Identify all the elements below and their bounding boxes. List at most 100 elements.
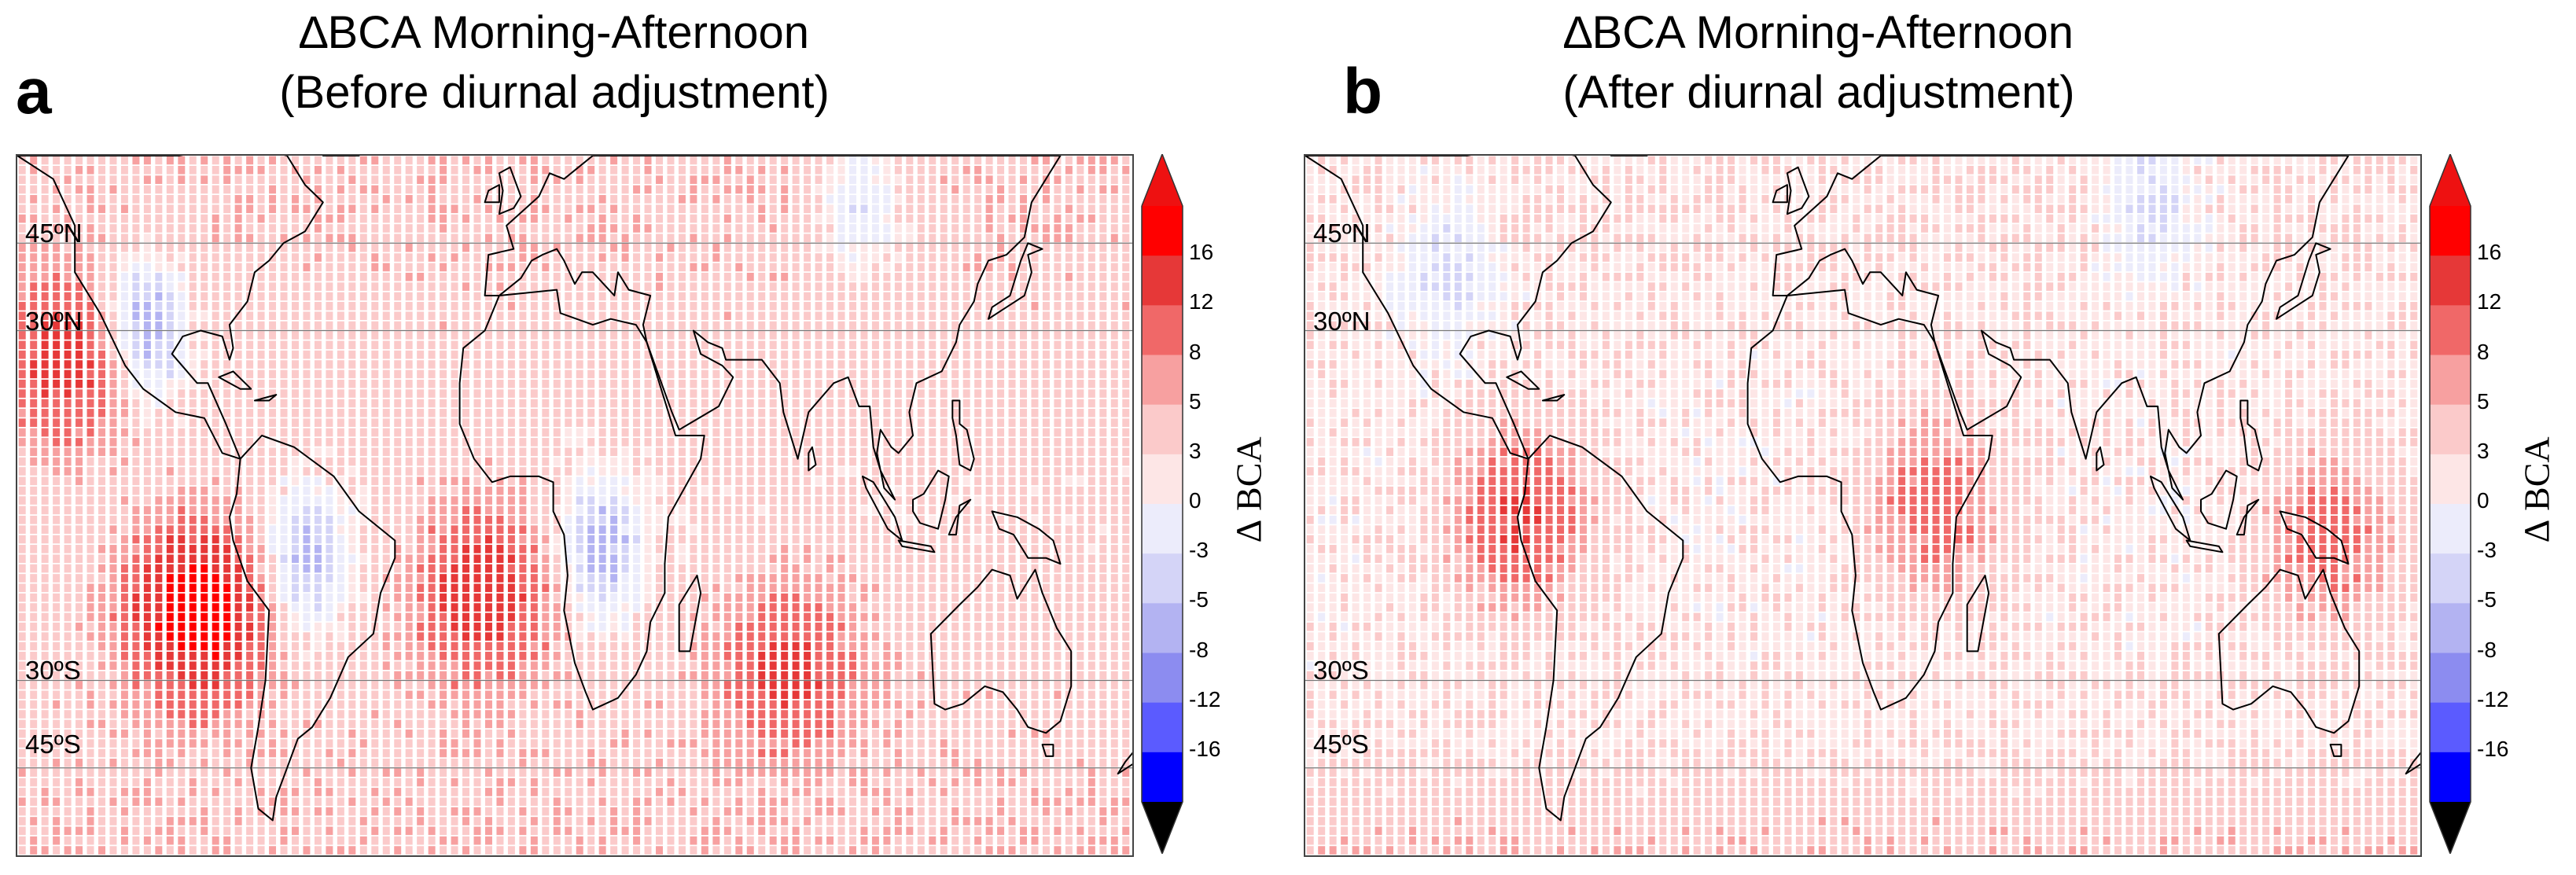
heatmap-cell: [405, 292, 413, 301]
heatmap-cell: [30, 156, 38, 165]
heatmap-cell: [64, 612, 72, 622]
heatmap-cell: [826, 593, 834, 602]
heatmap-cell: [178, 282, 186, 291]
heatmap-cell: [1054, 564, 1062, 573]
heatmap-cell: [678, 369, 686, 379]
heatmap-cell: [553, 535, 561, 544]
heatmap-cell: [610, 418, 618, 427]
heatmap-cell: [712, 243, 720, 252]
heatmap-cell: [223, 350, 231, 359]
heatmap-cell: [1031, 409, 1039, 417]
heatmap-cell: [917, 302, 925, 311]
heatmap-cell: [348, 525, 356, 534]
heatmap-cell: [53, 379, 61, 388]
heatmap-cell: [530, 603, 538, 612]
heatmap-cell: [473, 457, 481, 466]
heatmap-cell: [417, 165, 425, 175]
heatmap-cell: [598, 253, 606, 262]
heatmap-cell: [746, 331, 754, 340]
heatmap-cell: [348, 195, 356, 204]
heatmap-cell: [30, 340, 38, 350]
heatmap-cell: [314, 185, 322, 194]
heatmap-cell: [621, 583, 629, 593]
heatmap-cell: [644, 331, 652, 340]
heatmap-cell: [951, 603, 959, 612]
heatmap-cell: [473, 389, 481, 398]
heatmap-cell: [735, 642, 743, 651]
heatmap-cell: [189, 204, 197, 214]
heatmap-cell: [1020, 331, 1028, 340]
heatmap-cell: [633, 195, 641, 204]
heatmap-cell: [565, 214, 572, 223]
heatmap-cell: [1054, 515, 1062, 524]
heatmap-cell: [735, 175, 743, 184]
heatmap-cell: [507, 195, 515, 204]
heatmap-cell: [656, 545, 663, 553]
heatmap-cell: [712, 612, 720, 622]
heatmap-cell: [712, 622, 720, 631]
heatmap-cell: [120, 204, 128, 214]
heatmap-cell: [667, 564, 675, 573]
heatmap-cell: [41, 369, 49, 379]
heatmap-cell: [837, 243, 845, 252]
heatmap-cell: [758, 379, 766, 388]
heatmap-cell: [212, 535, 219, 544]
heatmap-cell: [1008, 593, 1016, 602]
heatmap-cell: [1087, 263, 1095, 272]
heatmap-cell: [484, 583, 492, 593]
heatmap-cell: [667, 165, 675, 175]
heatmap-cell: [223, 447, 231, 457]
heatmap-cell: [382, 496, 390, 505]
heatmap-cell: [712, 195, 720, 204]
heatmap-cell: [576, 476, 583, 486]
heatmap-cell: [440, 642, 447, 651]
heatmap-cell: [75, 632, 83, 641]
heatmap-cell: [781, 632, 789, 641]
heatmap-cell: [382, 224, 390, 233]
heatmap-cell: [781, 224, 789, 233]
heatmap-cell: [462, 486, 470, 495]
heatmap-cell: [871, 224, 879, 233]
heatmap-cell: [974, 409, 982, 417]
heatmap-cell: [758, 243, 766, 252]
heatmap-cell: [484, 467, 492, 476]
heatmap-cell: [917, 175, 925, 184]
heatmap-cell: [155, 496, 163, 505]
heatmap-cell: [598, 583, 606, 593]
heatmap-cell: [815, 545, 822, 553]
heatmap-cell: [234, 195, 242, 204]
heatmap-cell: [1020, 554, 1028, 564]
heatmap-cell: [792, 525, 800, 534]
heatmap-cell: [280, 224, 288, 233]
heatmap-cell: [359, 554, 367, 564]
heatmap-cell: [280, 554, 288, 564]
heatmap-cell: [212, 506, 219, 515]
heatmap-cell: [701, 379, 708, 388]
heatmap-cell: [1020, 214, 1028, 223]
heatmap-cell: [337, 535, 344, 544]
heatmap-cell: [246, 214, 254, 223]
heatmap-cell: [1087, 321, 1095, 330]
heatmap-cell: [64, 350, 72, 359]
heatmap-cell: [382, 622, 390, 631]
heatmap-cell: [269, 438, 277, 447]
heatmap-cell: [269, 292, 277, 301]
heatmap-cell: [917, 331, 925, 340]
heatmap-cell: [1110, 428, 1118, 437]
heatmap-cell: [109, 175, 117, 184]
heatmap-cell: [917, 282, 925, 291]
heatmap-cell: [598, 418, 606, 427]
heatmap-cell: [359, 321, 367, 330]
heatmap-cell: [1042, 418, 1050, 427]
heatmap-cell: [849, 389, 856, 398]
heatmap-cell: [394, 175, 402, 184]
heatmap-cell: [201, 272, 208, 281]
heatmap-cell: [109, 224, 117, 233]
heatmap-cell: [1087, 418, 1095, 427]
heatmap-cell: [1110, 612, 1118, 622]
heatmap-cell: [1054, 195, 1062, 204]
heatmap-cell: [804, 457, 811, 466]
heatmap-cell: [621, 535, 629, 544]
heatmap-cell: [359, 525, 367, 534]
heatmap-cell: [962, 369, 970, 379]
